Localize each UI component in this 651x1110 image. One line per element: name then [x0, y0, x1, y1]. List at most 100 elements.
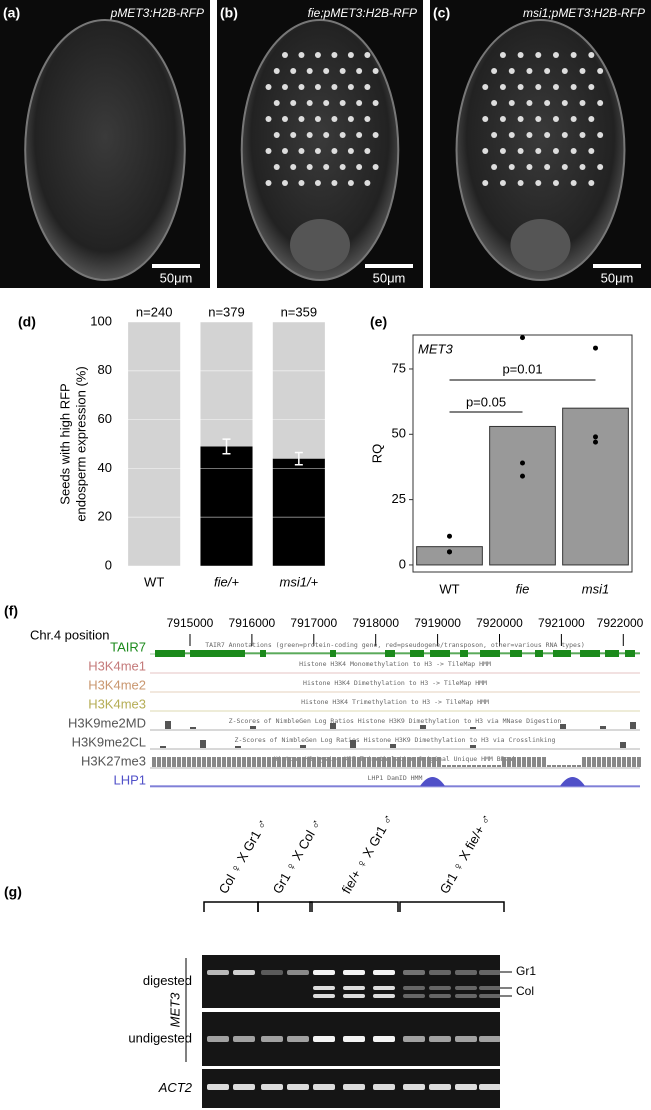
nucleus — [298, 116, 305, 122]
nucleus — [347, 148, 354, 154]
y-tick-label: 0 — [105, 557, 112, 572]
signal — [367, 757, 371, 767]
panel-g: (g) Col ♀ X Gr1 ♂ Gr1 ♀ X Col ♂ fie/+ ♀ X G… — [4, 811, 536, 1108]
band — [479, 986, 501, 990]
track-name: H3K27me3 — [81, 753, 146, 768]
bracket — [257, 901, 313, 912]
band — [479, 1036, 501, 1042]
signal — [272, 757, 276, 767]
bar-segment — [272, 322, 325, 459]
signal — [227, 757, 231, 767]
band — [373, 1036, 395, 1042]
signal — [167, 757, 171, 767]
signal — [307, 757, 311, 767]
signal — [162, 757, 166, 767]
nucleus — [356, 132, 363, 138]
signal — [487, 765, 491, 767]
nucleus — [579, 100, 586, 106]
signal — [342, 757, 346, 767]
chalazal — [290, 219, 350, 271]
nucleus — [323, 68, 330, 74]
signal — [192, 757, 196, 767]
nucleus — [265, 116, 272, 122]
signal — [612, 757, 616, 767]
nucleus — [265, 84, 272, 90]
micrographs: (a) pMET3:H2B-RFP 50μm (b) fie;pMET3:H2B-RFP… — [0, 0, 651, 288]
signal — [337, 757, 341, 767]
y-axis-label: endosperm expression (%) — [73, 366, 88, 521]
band — [343, 994, 365, 998]
signal — [237, 757, 241, 767]
nucleus — [306, 132, 313, 138]
band — [429, 1036, 451, 1042]
nucleus — [561, 132, 568, 138]
nucleus — [314, 84, 321, 90]
signal — [407, 757, 411, 767]
nucleus — [298, 148, 305, 154]
nucleus — [372, 68, 379, 74]
signal — [300, 745, 306, 748]
signal — [467, 765, 471, 767]
signal — [397, 757, 401, 767]
nucleus — [347, 116, 354, 122]
nucleus — [491, 132, 498, 138]
nucleus — [526, 100, 533, 106]
nucleus — [570, 180, 577, 186]
signal — [312, 757, 316, 767]
nucleus — [339, 100, 346, 106]
signal — [420, 777, 445, 786]
data-point — [520, 460, 525, 466]
nucleus — [482, 84, 489, 90]
x-tick-label: 7915000 — [167, 616, 214, 630]
nucleus — [535, 148, 542, 154]
band — [313, 1036, 335, 1042]
signal — [592, 757, 596, 767]
nucleus — [552, 180, 559, 186]
signal — [392, 757, 396, 767]
nucleus — [290, 132, 297, 138]
track-name: H3K4me2 — [88, 677, 146, 692]
signal — [222, 757, 226, 767]
nucleus — [339, 68, 346, 74]
nucleus — [339, 132, 346, 138]
nucleus — [526, 132, 533, 138]
band — [403, 970, 425, 975]
band — [207, 1084, 229, 1090]
y-tick-label: 50 — [392, 426, 406, 441]
signal — [420, 725, 426, 729]
track-name: LHP1 — [113, 772, 146, 787]
row-label: digested — [143, 973, 192, 988]
signal — [457, 765, 461, 767]
y-tick-label: 60 — [98, 411, 112, 426]
signal — [567, 765, 571, 767]
nucleus — [561, 164, 568, 170]
signal — [357, 757, 361, 767]
panel-label: (c) — [433, 5, 450, 21]
nucleus — [364, 148, 371, 154]
row-label: ACT2 — [158, 1080, 193, 1095]
nucleus — [281, 84, 288, 90]
band — [343, 970, 365, 975]
nucleus — [331, 148, 338, 154]
nucleus — [508, 132, 515, 138]
band-label: Gr1 — [516, 964, 536, 978]
signal — [322, 757, 326, 767]
band — [287, 1084, 309, 1090]
x-tick-label: 7918000 — [352, 616, 399, 630]
band — [373, 994, 395, 998]
nucleus — [306, 164, 313, 170]
data-point — [447, 533, 452, 539]
bracket — [399, 901, 505, 912]
nucleus — [265, 148, 272, 154]
band — [429, 994, 451, 998]
nucleus — [314, 180, 321, 186]
gel-strip — [202, 955, 500, 1008]
signal — [232, 757, 236, 767]
band-label: Col — [516, 984, 534, 998]
y-tick-label: 25 — [392, 491, 406, 506]
y-tick-label: 40 — [98, 460, 112, 475]
band — [287, 1036, 309, 1042]
nucleus — [364, 84, 371, 90]
signal — [617, 757, 621, 767]
track-name: H3K9me2MD — [68, 715, 146, 730]
